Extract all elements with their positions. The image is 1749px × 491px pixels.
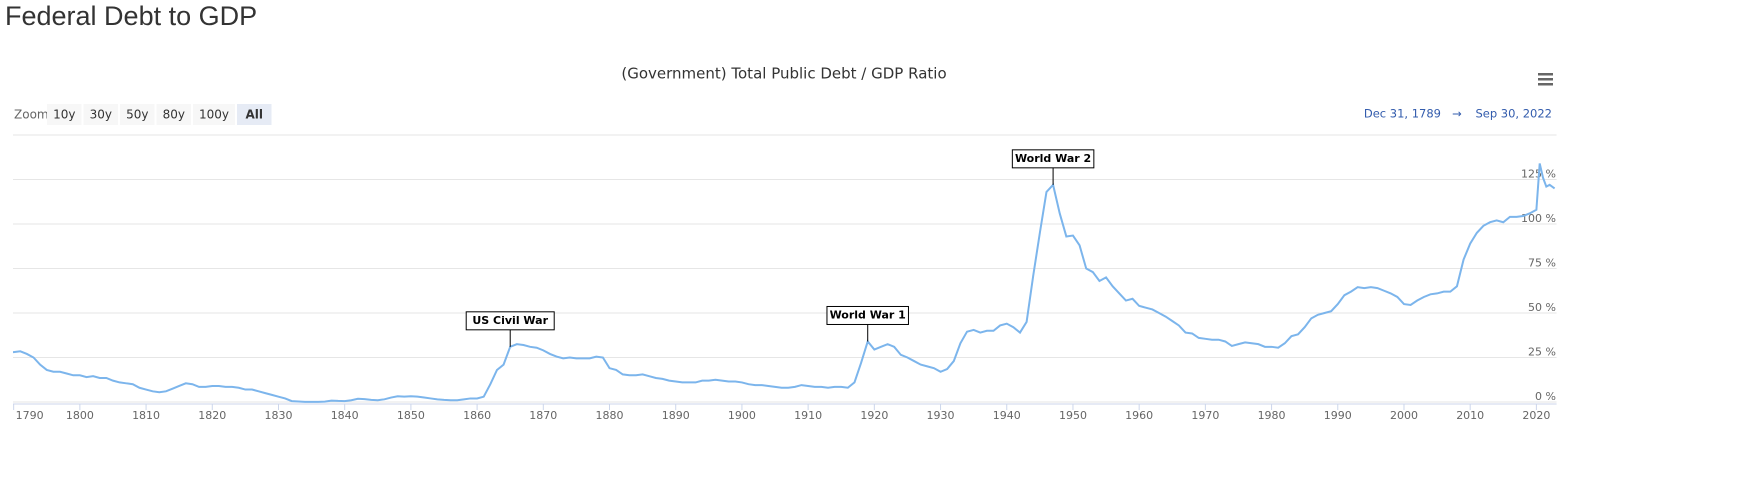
range-from: Dec 31, 1789 — [1364, 107, 1441, 121]
x-tick-label: 2020 — [1522, 409, 1550, 422]
y-tick-label: 100 % — [1521, 212, 1556, 225]
zoom-button[interactable]: 30y — [83, 104, 119, 125]
zoom-button[interactable]: 80y — [156, 104, 192, 125]
x-tick-label: 2000 — [1390, 409, 1418, 422]
menu-bar — [1538, 78, 1553, 81]
chart-title: (Government) Total Public Debt / GDP Rat… — [621, 65, 946, 83]
zoom-button[interactable]: 10y — [47, 104, 82, 125]
y-tick-label: 75 % — [1528, 257, 1556, 270]
zoom-button[interactable]: 50y — [120, 104, 155, 125]
zoom-button-text: 50y — [126, 108, 148, 122]
annotation-box — [465, 311, 555, 331]
zoom-label: Zoom — [14, 108, 49, 122]
zoom-button-bg — [193, 104, 235, 125]
x-tick-label: 1800 — [66, 409, 94, 422]
x-tick-label: 1820 — [198, 409, 226, 422]
x-tick-label: 1840 — [331, 409, 359, 422]
zoom-button-text: 80y — [163, 108, 185, 122]
x-tick-label: 2010 — [1456, 409, 1484, 422]
x-tick-label: 1920 — [860, 409, 888, 422]
zoom-button[interactable]: All — [237, 104, 272, 125]
menu-bar — [1538, 73, 1553, 76]
debt-line — [13, 163, 1556, 403]
x-tick-label: 1990 — [1324, 409, 1352, 422]
x-tick-label: 1980 — [1258, 409, 1286, 422]
range-arrow: → — [1452, 107, 1462, 121]
x-tick-label: 1850 — [397, 409, 425, 422]
y-tick-label: 0 % — [1535, 390, 1556, 403]
zoom-button-text: All — [245, 108, 263, 122]
x-tick-label: 1810 — [132, 409, 160, 422]
annotation-label: US Civil War — [472, 314, 548, 327]
zoom-button-bg — [83, 104, 118, 125]
zoom-button-bg — [156, 104, 191, 125]
x-tick-label: 1880 — [596, 409, 624, 422]
zoom-button-text: 10y — [53, 108, 75, 122]
zoom-button-text: 30y — [90, 108, 112, 122]
x-tick-label: 1830 — [264, 409, 292, 422]
x-tick-label: 1860 — [463, 409, 491, 422]
x-tick-label: 1790 — [16, 409, 44, 422]
x-tick-label: 1970 — [1191, 409, 1219, 422]
x-tick-label: 1930 — [927, 409, 955, 422]
annotation-label: World War 1 — [830, 308, 906, 321]
y-tick-label: 25 % — [1528, 346, 1556, 359]
annotation-box — [1011, 149, 1095, 169]
range-to: Sep 30, 2022 — [1475, 107, 1552, 121]
x-tick-label: 1890 — [662, 409, 690, 422]
page-title: Federal Debt to GDP — [5, 1, 257, 31]
annotation-box — [826, 305, 909, 325]
annotation-label: World War 2 — [1015, 152, 1091, 165]
zoom-button[interactable]: 100y — [193, 104, 235, 125]
zoom-button-text: 100y — [199, 108, 229, 122]
x-tick-label: 1940 — [993, 409, 1021, 422]
zoom-buttons: 10y 30y 50y 80y 100y All — [47, 104, 272, 125]
menu-bar — [1538, 83, 1553, 86]
x-tick-label: 1960 — [1125, 409, 1153, 422]
zoom-button-bg — [237, 104, 272, 125]
menu-icon[interactable] — [1538, 73, 1553, 86]
x-tick-label: 1910 — [794, 409, 822, 422]
x-tick-label: 1950 — [1059, 409, 1087, 422]
zoom-button-bg — [120, 104, 155, 125]
y-tick-label: 50 % — [1528, 301, 1556, 314]
x-tick-label: 1900 — [728, 409, 756, 422]
zoom-button-bg — [47, 104, 82, 125]
x-tick-label: 1870 — [529, 409, 557, 422]
